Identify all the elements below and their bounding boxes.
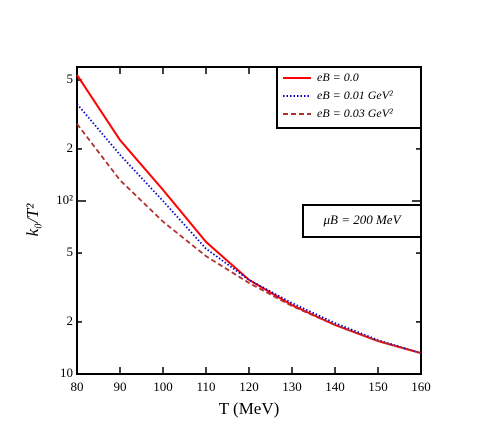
y-axis-label: k₀/T²: [23, 203, 42, 237]
y-tick-label: 10²: [56, 192, 73, 207]
legend-label: eB = 0.03 GeV²: [317, 106, 393, 120]
x-tick-label: 120: [239, 379, 259, 394]
y-tick-label: 2: [67, 140, 74, 155]
y-tick-label: 2: [67, 313, 74, 328]
x-tick-label: 90: [114, 379, 127, 394]
y-tick-label: 5: [67, 71, 74, 86]
x-tick-label: 100: [153, 379, 173, 394]
x-tick-label: 160: [411, 379, 431, 394]
x-axis-label: T (MeV): [219, 399, 280, 418]
data-line: [76, 123, 422, 355]
x-tick-label: 80: [71, 379, 84, 394]
x-tick-label: 140: [325, 379, 345, 394]
legend-label: eB = 0.01 GeV²: [317, 88, 393, 102]
data-line: [76, 103, 422, 355]
legend-label: eB = 0.0: [317, 70, 359, 84]
annotation-box: [302, 204, 422, 238]
y-tick-label: 5: [67, 244, 74, 259]
x-tick-label: 110: [196, 379, 215, 394]
x-tick-label: 150: [368, 379, 388, 394]
annotation: μB = 200 MeV: [322, 212, 402, 227]
x-tick-label: 130: [282, 379, 302, 394]
y-tick-label: 10: [60, 365, 73, 380]
